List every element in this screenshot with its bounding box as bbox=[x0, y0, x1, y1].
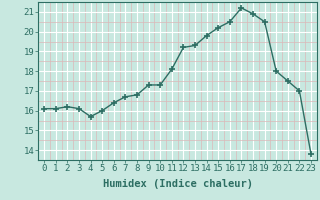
X-axis label: Humidex (Indice chaleur): Humidex (Indice chaleur) bbox=[103, 179, 252, 189]
